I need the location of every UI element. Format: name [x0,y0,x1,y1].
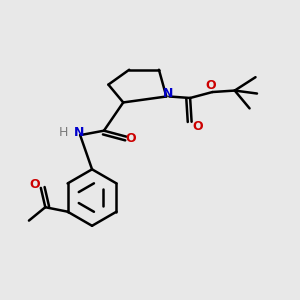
Text: O: O [192,120,203,133]
Text: N: N [74,126,85,139]
Text: O: O [30,178,40,191]
Text: O: O [206,79,216,92]
Text: N: N [163,87,173,100]
Text: O: O [125,132,136,145]
Text: H: H [59,126,68,139]
